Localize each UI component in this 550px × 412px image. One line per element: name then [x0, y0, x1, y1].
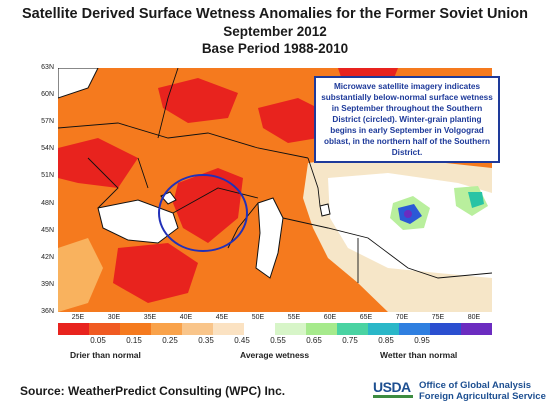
map-title: Satellite Derived Surface Wetness Anomal…: [21, 6, 529, 22]
lon-label: 75E: [431, 314, 445, 321]
lat-label: 39N: [41, 280, 54, 288]
legend-value: 0.75: [342, 336, 358, 345]
lon-label: 80E: [467, 314, 481, 321]
dry-patch-north: [158, 78, 238, 123]
wettest-patch: [404, 210, 412, 218]
legend-value: 0.45: [234, 336, 250, 345]
legend-captions: Drier than normal Average wetness Wetter…: [60, 350, 500, 362]
lon-label: 55E: [287, 314, 301, 321]
legend-value: 0.65: [306, 336, 322, 345]
border-line-5: [307, 157, 321, 207]
caspian-sea: [255, 197, 284, 279]
lat-label: 45N: [41, 226, 54, 234]
lat-label: 60N: [41, 91, 54, 99]
lat-label: 54N: [41, 145, 54, 153]
office-line-1: Office of Global Analysis: [419, 380, 532, 391]
drier-caption: Drier than normal: [70, 350, 141, 360]
legend-value: 0.95: [414, 336, 430, 345]
border-line-8: [137, 157, 149, 189]
lon-label: 25E: [71, 314, 85, 321]
aral-sea: [319, 203, 331, 217]
border-line-0: [58, 122, 309, 159]
lat-label: 51N: [41, 172, 54, 180]
legend-swatch: [213, 323, 244, 335]
office-line-2: Foreign Agricultural Service: [419, 391, 546, 402]
dry-patch-south: [173, 168, 243, 243]
legend-swatch: [120, 323, 151, 335]
legend-swatch: [399, 323, 430, 335]
average-caption: Average wetness: [240, 350, 310, 360]
lat-label: 63N: [41, 64, 54, 71]
legend-value: 0.15: [126, 336, 142, 345]
legend-swatch: [151, 323, 182, 335]
border-line-2: [172, 187, 259, 214]
usda-branding: USDA Office of Global Analysis Foreign A…: [373, 380, 546, 402]
usda-logo-bar: [373, 395, 413, 398]
legend-swatch: [58, 323, 89, 335]
callout-annotation: Microwave satellite imagery indicates su…: [314, 76, 500, 163]
border-line-7: [157, 68, 179, 139]
border-line-4: [282, 217, 492, 279]
legend-values: 0.05 0.15 0.25 0.35 0.45 0.55 0.65 0.75 0.85 0.95: [58, 336, 492, 348]
legend-value: 0.55: [270, 336, 286, 345]
legend-swatch: [337, 323, 368, 335]
southern-district-circle: [158, 174, 248, 252]
source-credit: Source: WeatherPredict Consulting (WPC) …: [20, 384, 286, 398]
lat-label: 36N: [41, 308, 54, 315]
usda-logo: USDA: [373, 380, 413, 398]
legend-swatch: [244, 323, 275, 335]
legend-swatch: [306, 323, 337, 335]
map-base-period: Base Period 1988-2010: [201, 41, 349, 56]
dry-patch-southwest: [58, 238, 103, 312]
legend-value: 0.05: [90, 336, 106, 345]
lat-label: 57N: [41, 118, 54, 126]
legend-swatch: [182, 323, 213, 335]
dry-patch-turkey: [113, 243, 198, 303]
wetter-caption: Wetter than normal: [380, 350, 458, 360]
legend-swatch: [430, 323, 461, 335]
border-line-1: [87, 157, 119, 209]
legend-value: 0.35: [198, 336, 214, 345]
legend-value: 0.85: [378, 336, 394, 345]
lon-label: 60E: [323, 314, 337, 321]
lon-label: 40E: [179, 314, 193, 321]
usda-office: Office of Global Analysis Foreign Agricu…: [419, 380, 546, 402]
lon-label: 30E: [107, 314, 121, 321]
dry-patch-volga: [258, 98, 328, 143]
lat-label: 48N: [41, 199, 54, 207]
lon-label: 50E: [251, 314, 265, 321]
legend-value: 0.25: [162, 336, 178, 345]
legend-swatch: [275, 323, 306, 335]
map-area: 63N 60N 57N 54N 51N 48N 45N 42N 39N 36N 25E 30E 35E…: [8, 64, 550, 324]
lat-label: 42N: [41, 253, 54, 261]
lon-label: 45E: [215, 314, 229, 321]
lon-label: 35E: [143, 314, 157, 321]
baltic-sea: [58, 68, 99, 99]
title-block: Satellite Derived Surface Wetness Anomal…: [0, 6, 550, 57]
teal-patch-east: [468, 192, 484, 208]
dry-patch-west: [58, 138, 138, 188]
legend-swatch: [461, 323, 492, 335]
legend-swatch: [368, 323, 399, 335]
map-period: September 2012: [223, 24, 327, 39]
lon-label: 70E: [395, 314, 409, 321]
legend-swatch: [89, 323, 120, 335]
lon-label: 65E: [359, 314, 373, 321]
usda-logo-text: USDA: [373, 379, 411, 395]
color-legend: [58, 323, 492, 335]
